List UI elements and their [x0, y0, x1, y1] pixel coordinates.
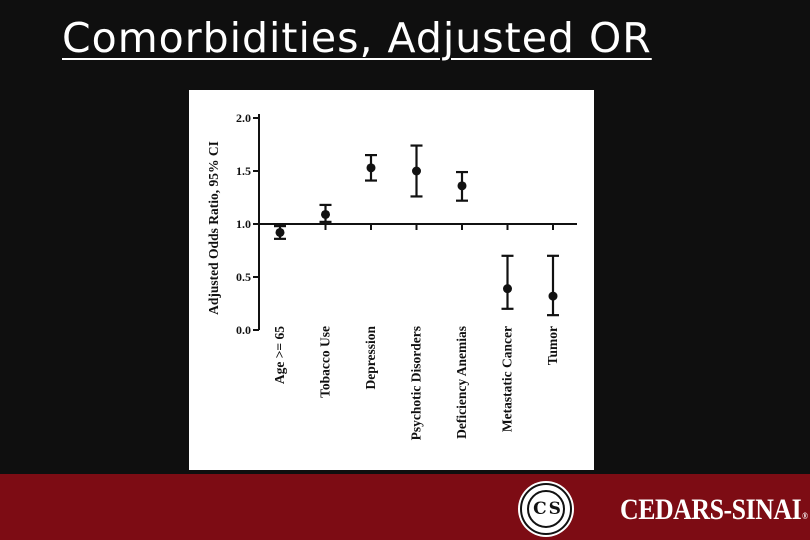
y-tick-label: 0.0: [236, 323, 251, 337]
y-ticks: 0.0 0.5 1.0 1.5 2.0: [236, 111, 554, 337]
data-point: [548, 291, 558, 301]
logo-seal-icon: C S: [520, 483, 572, 535]
category-label: Tobacco Use: [318, 326, 333, 398]
category-label: Depression: [363, 326, 378, 390]
logo-registered-mark: ®: [802, 511, 808, 521]
logo-wordmark: CEDARS-SINAI®: [620, 493, 808, 527]
y-tick-label: 2.0: [236, 111, 251, 125]
data-point: [275, 227, 285, 237]
y-tick-label: 1.0: [236, 217, 251, 231]
data-point: [321, 209, 330, 219]
y-tick-label: 0.5: [236, 270, 251, 284]
odds-ratio-chart: Adjusted Odds Ratio, 95% CI 0.0 0.5 1.0 1.5…: [206, 111, 577, 441]
logo-seal-text: C S: [527, 490, 565, 528]
cedars-sinai-logo: C S CEDARS-SINAI®: [520, 483, 810, 535]
category-label: Tumor: [545, 326, 560, 365]
data-point: [412, 166, 421, 176]
data-point: [366, 163, 376, 173]
slide-title: Comorbidities, Adjusted OR: [62, 14, 652, 62]
category-label: Psychotic Disorders: [409, 326, 424, 440]
category-labels: Age >= 65 Tobacco Use Depression Psychotic …: [272, 326, 560, 441]
chart-axes: [258, 114, 577, 330]
y-axis-label: Adjusted Odds Ratio, 95% CI: [206, 141, 221, 315]
y-tick-label: 1.5: [236, 164, 251, 178]
chart-marks: [274, 144, 559, 317]
data-point: [503, 284, 512, 294]
footer-band: [0, 474, 810, 540]
category-label: Deficiency Anemias: [454, 326, 469, 439]
category-label: Metastatic Cancer: [500, 326, 515, 432]
data-point: [457, 181, 467, 191]
category-label: Age >= 65: [272, 326, 287, 384]
chart-panel: Adjusted Odds Ratio, 95% CI 0.0 0.5 1.0 1.5…: [189, 90, 594, 470]
logo-wordmark-text: CEDARS-SINAI: [620, 493, 802, 526]
